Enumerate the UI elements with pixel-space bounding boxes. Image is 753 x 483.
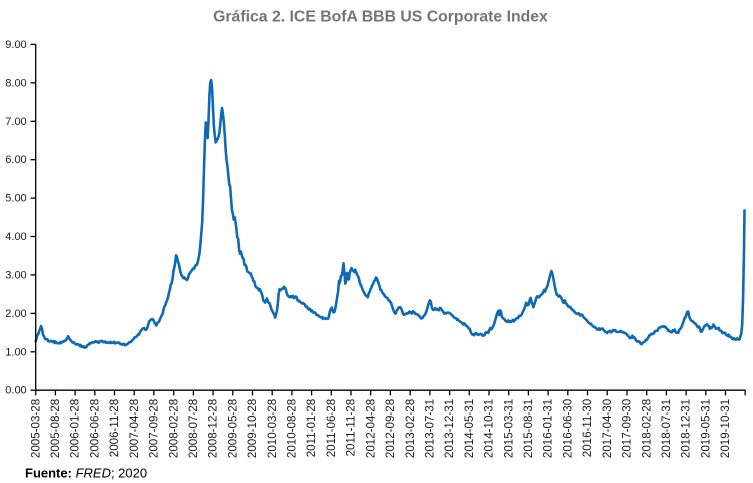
svg-text:2016-06-30: 2016-06-30 [561,399,574,458]
svg-text:2014-05-31: 2014-05-31 [463,399,476,458]
svg-text:2011-06-28: 2011-06-28 [325,399,338,457]
svg-text:2017-09-30: 2017-09-30 [621,399,634,458]
svg-text:2005-03-28: 2005-03-28 [29,399,42,458]
svg-text:2007-04-28: 2007-04-28 [128,399,141,458]
svg-text:6.00: 6.00 [5,154,26,166]
svg-text:2010-08-28: 2010-08-28 [286,399,299,458]
svg-text:2017-04-30: 2017-04-30 [601,399,614,458]
svg-text:4.00: 4.00 [5,231,26,243]
svg-text:2018-07-31: 2018-07-31 [660,399,673,458]
svg-text:Fuente: FRED; 2020: Fuente: FRED; 2020 [25,466,147,481]
svg-text:2010-03-28: 2010-03-28 [266,399,279,458]
svg-text:2011-01-28: 2011-01-28 [305,399,318,457]
svg-text:2009-10-28: 2009-10-28 [246,399,259,458]
svg-text:2013-02-28: 2013-02-28 [404,399,417,458]
svg-text:Gráfica 2. ICE BofA BBB US Cor: Gráfica 2. ICE BofA BBB US Corporate Ind… [213,9,548,26]
svg-text:2006-01-28: 2006-01-28 [69,399,82,458]
svg-text:2018-02-28: 2018-02-28 [640,399,653,458]
svg-text:2006-06-28: 2006-06-28 [88,399,101,458]
svg-text:8.00: 8.00 [5,77,26,89]
svg-text:7.00: 7.00 [5,116,26,128]
svg-text:0.00: 0.00 [5,385,26,397]
svg-text:2011-11-28: 2011-11-28 [345,399,358,457]
svg-text:2008-12-28: 2008-12-28 [207,399,220,458]
svg-text:2006-11-28: 2006-11-28 [108,399,121,457]
svg-text:2015-08-31: 2015-08-31 [522,399,535,458]
svg-text:2009-05-28: 2009-05-28 [226,399,239,458]
svg-text:2019-10-31: 2019-10-31 [719,399,732,458]
svg-text:2005-08-28: 2005-08-28 [49,399,62,458]
svg-text:1.00: 1.00 [5,346,26,358]
svg-text:2016-11-30: 2016-11-30 [581,399,594,457]
svg-text:2008-07-28: 2008-07-28 [187,399,200,458]
svg-text:2013-07-31: 2013-07-31 [424,399,437,458]
svg-text:2016-01-31: 2016-01-31 [542,399,555,458]
svg-text:2012-09-28: 2012-09-28 [384,399,397,458]
svg-text:2008-02-28: 2008-02-28 [167,399,180,458]
svg-text:2015-03-31: 2015-03-31 [502,399,515,458]
svg-text:2.00: 2.00 [5,308,26,320]
svg-text:2019-05-31: 2019-05-31 [699,399,712,458]
svg-text:9.00: 9.00 [5,39,26,51]
svg-text:3.00: 3.00 [5,269,26,281]
svg-text:2007-09-28: 2007-09-28 [148,399,161,458]
svg-text:2014-10-31: 2014-10-31 [483,399,496,458]
svg-text:5.00: 5.00 [5,193,26,205]
svg-text:2018-12-31: 2018-12-31 [680,399,693,458]
svg-text:2013-12-31: 2013-12-31 [443,399,456,458]
svg-text:2012-04-28: 2012-04-28 [364,399,377,458]
